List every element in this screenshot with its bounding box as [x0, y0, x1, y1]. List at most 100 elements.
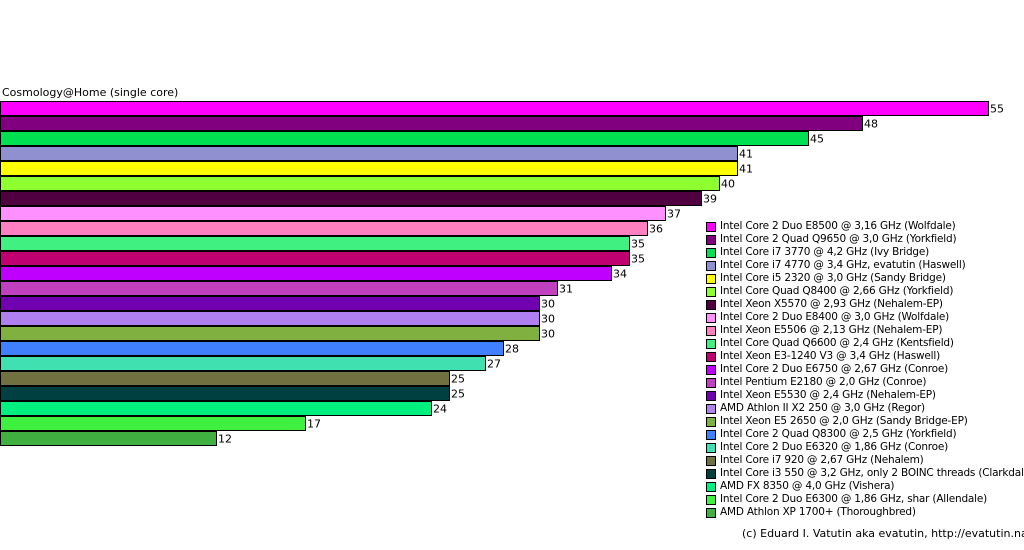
legend-item: AMD Athlon XP 1700+ (Thoroughbred) [706, 506, 1024, 519]
bar [0, 191, 702, 206]
bar-value-label: 35 [631, 253, 645, 266]
legend-label: Intel Core 2 Duo E8500 @ 3,16 GHz (Wolfd… [720, 220, 956, 232]
bar-value-label: 27 [487, 358, 501, 371]
bar [0, 326, 540, 341]
legend-item: Intel Core 2 Duo E8400 @ 3,0 GHz (Wolfda… [706, 311, 1024, 324]
legend-swatch [706, 351, 716, 362]
legend-item: Intel Core i7 920 @ 2,67 GHz (Nehalem) [706, 454, 1024, 467]
bar [0, 116, 863, 131]
bar [0, 401, 432, 416]
legend-label: Intel Core 2 Quad Q9650 @ 3,0 GHz (Yorkf… [720, 233, 957, 245]
legend-swatch [706, 468, 716, 479]
bar-value-label: 45 [810, 133, 824, 146]
bar-value-label: 34 [613, 268, 627, 281]
legend-item: Intel Core 2 Duo E6300 @ 1,86 GHz, shar … [706, 493, 1024, 506]
legend-swatch [706, 455, 716, 466]
bar-value-label: 24 [433, 403, 447, 416]
legend-label: Intel Core 2 Duo E8400 @ 3,0 GHz (Wolfda… [720, 311, 950, 323]
legend-label: Intel Core i7 4770 @ 3,4 GHz, evatutin (… [720, 259, 966, 271]
legend-label: Intel Core i7 3770 @ 4,2 GHz (Ivy Bridge… [720, 246, 930, 258]
legend-item: Intel Core i3 550 @ 3,2 GHz, only 2 BOIN… [706, 467, 1024, 480]
legend-label: AMD FX 8350 @ 4,0 GHz (Vishera) [720, 480, 895, 492]
legend-item: Intel Core i7 3770 @ 4,2 GHz (Ivy Bridge… [706, 246, 1024, 259]
legend-swatch [706, 338, 716, 349]
bar-value-label: 48 [864, 118, 878, 131]
legend-item: Intel Xeon E5506 @ 2,13 GHz (Nehalem-EP) [706, 324, 1024, 337]
legend-item: Intel Core 2 Duo E6750 @ 2,67 GHz (Conro… [706, 363, 1024, 376]
legend-label: Intel Core 2 Duo E6300 @ 1,86 GHz, shar … [720, 493, 988, 505]
bar [0, 341, 504, 356]
bar-value-label: 25 [451, 373, 465, 386]
legend-item: Intel Pentium E2180 @ 2,0 GHz (Conroe) [706, 376, 1024, 389]
legend-swatch [706, 247, 716, 258]
bar-value-label: 30 [541, 298, 555, 311]
bar-value-label: 30 [541, 313, 555, 326]
legend-label: Intel Xeon E5506 @ 2,13 GHz (Nehalem-EP) [720, 324, 943, 336]
bar-value-label: 17 [307, 418, 321, 431]
legend-swatch [706, 260, 716, 271]
chart-title: Cosmology@Home (single core) [2, 86, 179, 99]
bar [0, 311, 540, 326]
bar [0, 236, 630, 251]
bar-value-label: 30 [541, 328, 555, 341]
bar [0, 416, 306, 431]
legend-item: Intel Core 2 Duo E6320 @ 1,86 GHz (Conro… [706, 441, 1024, 454]
bar [0, 131, 809, 146]
legend-swatch [706, 377, 716, 388]
legend-label: Intel Core i7 920 @ 2,67 GHz (Nehalem) [720, 454, 924, 466]
bar-value-label: 41 [739, 163, 753, 176]
legend-label: Intel Core Quad Q6600 @ 2,4 GHz (Kentsfi… [720, 337, 954, 349]
legend-swatch [706, 299, 716, 310]
bar [0, 296, 540, 311]
legend: Intel Core 2 Duo E8500 @ 3,16 GHz (Wolfd… [706, 220, 1024, 519]
bar-value-label: 37 [667, 208, 681, 221]
legend-label: Intel Core 2 Duo E6750 @ 2,67 GHz (Conro… [720, 363, 949, 375]
legend-item: Intel Xeon E5530 @ 2,4 GHz (Nehalem-EP) [706, 389, 1024, 402]
legend-label: Intel Core i3 550 @ 3,2 GHz, only 2 BOIN… [720, 467, 1024, 479]
legend-label: Intel Core 2 Quad Q8300 @ 2,5 GHz (Yorkf… [720, 428, 957, 440]
legend-item: AMD FX 8350 @ 4,0 GHz (Vishera) [706, 480, 1024, 493]
legend-swatch [706, 273, 716, 284]
bar [0, 206, 666, 221]
legend-item: AMD Athlon II X2 250 @ 3,0 GHz (Regor) [706, 402, 1024, 415]
legend-label: Intel Core 2 Duo E6320 @ 1,86 GHz (Conro… [720, 441, 949, 453]
bar-value-label: 40 [721, 178, 735, 191]
legend-swatch [706, 325, 716, 336]
legend-label: Intel Xeon E5 2650 @ 2,0 GHz (Sandy Brid… [720, 415, 968, 427]
bar [0, 161, 738, 176]
bar-value-label: 31 [559, 283, 573, 296]
bar-value-label: 35 [631, 238, 645, 251]
legend-swatch [706, 286, 716, 297]
legend-item: Intel Core Quad Q8400 @ 2,66 GHz (Yorkfi… [706, 285, 1024, 298]
bar [0, 101, 989, 116]
bar [0, 371, 450, 386]
legend-swatch [706, 507, 716, 518]
legend-swatch [706, 221, 716, 232]
legend-item: Intel Core Quad Q6600 @ 2,4 GHz (Kentsfi… [706, 337, 1024, 350]
legend-item: Intel Xeon X5570 @ 2,93 GHz (Nehalem-EP) [706, 298, 1024, 311]
legend-swatch [706, 416, 716, 427]
legend-item: Intel Core i7 4770 @ 3,4 GHz, evatutin (… [706, 259, 1024, 272]
bar [0, 146, 738, 161]
legend-swatch [706, 494, 716, 505]
legend-item: Intel Xeon E5 2650 @ 2,0 GHz (Sandy Brid… [706, 415, 1024, 428]
legend-item: Intel Core 2 Quad Q8300 @ 2,5 GHz (Yorkf… [706, 428, 1024, 441]
legend-label: Intel Pentium E2180 @ 2,0 GHz (Conroe) [720, 376, 927, 388]
bar [0, 251, 630, 266]
bar-value-label: 28 [505, 343, 519, 356]
legend-swatch [706, 442, 716, 453]
bar [0, 176, 720, 191]
legend-swatch [706, 481, 716, 492]
legend-label: AMD Athlon XP 1700+ (Thoroughbred) [720, 506, 916, 518]
bar-value-label: 25 [451, 388, 465, 401]
legend-item: Intel Core 2 Duo E8500 @ 3,16 GHz (Wolfd… [706, 220, 1024, 233]
legend-label: Intel Core i5 2320 @ 3,0 GHz (Sandy Brid… [720, 272, 946, 284]
legend-label: Intel Xeon X5570 @ 2,93 GHz (Nehalem-EP) [720, 298, 943, 310]
legend-label: Intel Xeon E5530 @ 2,4 GHz (Nehalem-EP) [720, 389, 936, 401]
bar [0, 281, 558, 296]
bar [0, 356, 486, 371]
bar [0, 266, 612, 281]
legend-swatch [706, 429, 716, 440]
legend-label: AMD Athlon II X2 250 @ 3,0 GHz (Regor) [720, 402, 925, 414]
